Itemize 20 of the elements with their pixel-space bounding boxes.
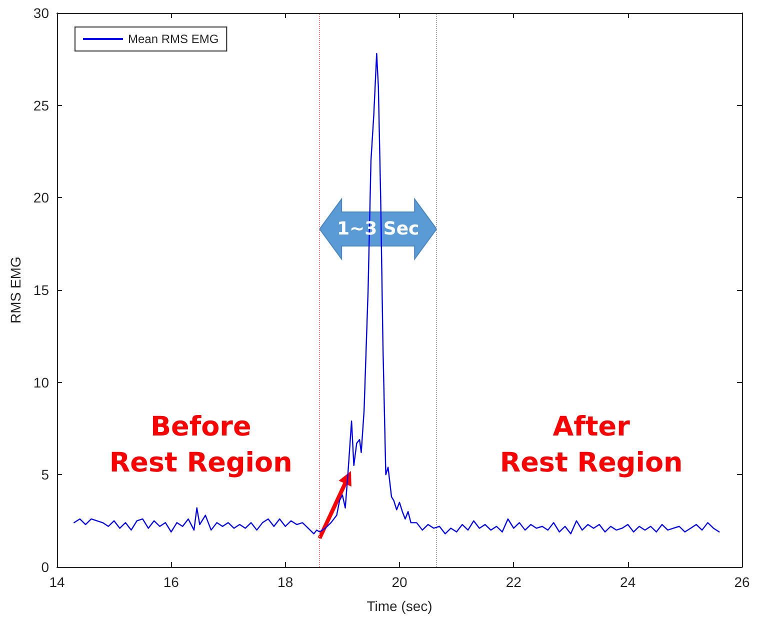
y-tick-label: 20 (33, 190, 50, 206)
x-tick-label: 18 (278, 574, 294, 590)
legend-label: Mean RMS EMG (128, 32, 219, 46)
x-tick-label: 20 (392, 574, 408, 590)
annotation: Before Rest Region (109, 412, 292, 479)
y-axis-title: RMS EMG (8, 256, 24, 324)
y-tick-label: 0 (41, 559, 50, 575)
y-tick-label: 15 (33, 282, 50, 298)
y-tick-label: 5 (41, 466, 50, 483)
line-series (74, 53, 720, 534)
y-tick-label: 25 (33, 97, 50, 114)
annotation: After Rest Region (500, 412, 683, 479)
y-tick-label: 10 (33, 374, 50, 390)
x-tick-label: 22 (506, 574, 522, 590)
x-tick-label: 16 (163, 574, 180, 590)
x-axis-title: Time (sec) (366, 598, 432, 614)
x-tick-label: 24 (620, 574, 636, 590)
x-tick-label: 14 (49, 574, 65, 590)
x-tick-label: 26 (734, 574, 750, 590)
y-tick-label: 30 (33, 5, 50, 21)
